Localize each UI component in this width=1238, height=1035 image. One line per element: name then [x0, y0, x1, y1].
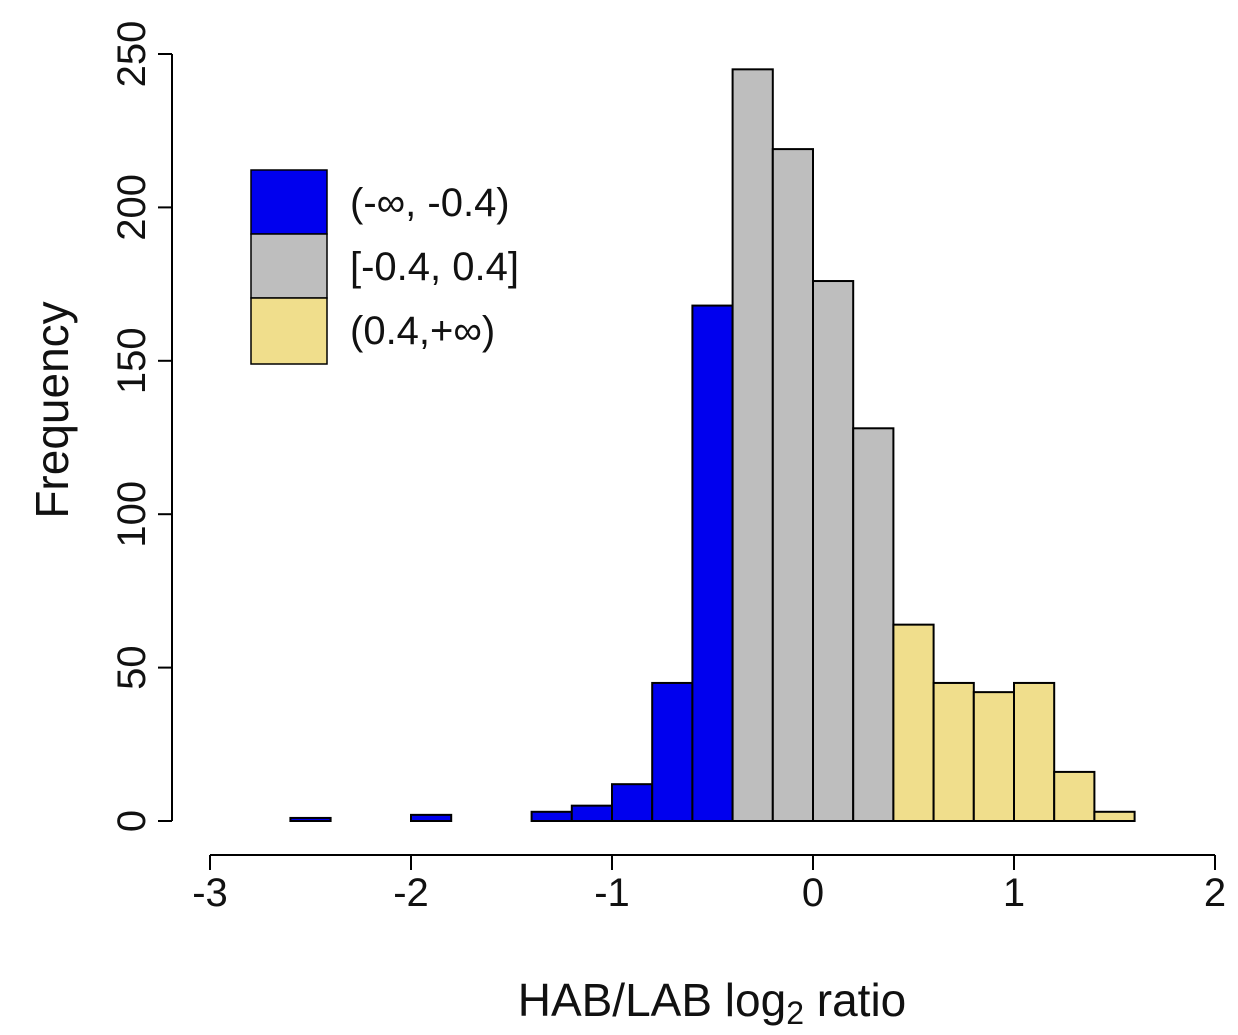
y-axis: 0 50 100 150 200 250: [110, 21, 173, 832]
x-tick-label: 2: [1204, 871, 1226, 915]
legend-label-high: (0.4,+∞): [350, 309, 495, 353]
histogram-bar: [972, 691, 1015, 822]
histogram-bar: [570, 804, 613, 822]
x-axis-title-main: HAB/LAB log: [518, 974, 786, 1026]
x-axis-title: HAB/LAB log2 ratio: [518, 974, 907, 1031]
y-ticks: 0 50 100 150 200 250: [110, 21, 172, 832]
histogram-bar: [932, 681, 975, 822]
legend-swatch-high: [250, 297, 328, 365]
legend-swatch-mid: [250, 233, 328, 299]
y-axis-title: Frequency: [26, 301, 78, 518]
x-axis-title-tail: ratio: [804, 974, 906, 1026]
x-tick-label: 1: [1003, 871, 1025, 915]
histogram-bar: [611, 783, 654, 823]
legend-label-low: (-∞, -0.4): [350, 181, 510, 225]
histogram-bar: [691, 304, 734, 822]
x-tick-label: -2: [393, 871, 429, 915]
histogram-bar: [530, 810, 573, 823]
bars-group: [289, 68, 1136, 823]
x-ticks: -3 -2 -1 0 1 2: [192, 855, 1226, 915]
x-tick-label: -1: [594, 871, 630, 915]
x-axis-title-subscript: 2: [786, 995, 804, 1031]
y-tick-label: 0: [110, 810, 154, 832]
histogram-bar: [852, 427, 895, 822]
histogram-bar: [892, 623, 935, 823]
y-tick-label: 250: [110, 21, 154, 88]
x-axis: -3 -2 -1 0 1 2: [192, 854, 1226, 915]
histogram-bar: [771, 148, 814, 823]
histogram-bar: [410, 813, 453, 823]
x-tick-label: 0: [802, 871, 824, 915]
histogram-bar: [289, 816, 332, 823]
y-tick-label: 200: [110, 174, 154, 241]
histogram-bar: [1093, 810, 1136, 823]
histogram-bar: [812, 280, 855, 823]
y-tick-label: 100: [110, 481, 154, 548]
histogram-bar: [1013, 681, 1056, 822]
legend: (-∞, -0.4) [-0.4, 0.4] (0.4,+∞): [250, 169, 519, 365]
legend-label-mid: [-0.4, 0.4]: [350, 245, 519, 289]
histogram-bar: [731, 68, 774, 822]
histogram-bar: [1053, 770, 1096, 822]
legend-swatch-low: [250, 169, 328, 235]
histogram-bar: [651, 681, 694, 822]
x-tick-label: -3: [192, 871, 228, 915]
y-tick-label: 150: [110, 327, 154, 394]
y-tick-label: 50: [110, 645, 154, 690]
